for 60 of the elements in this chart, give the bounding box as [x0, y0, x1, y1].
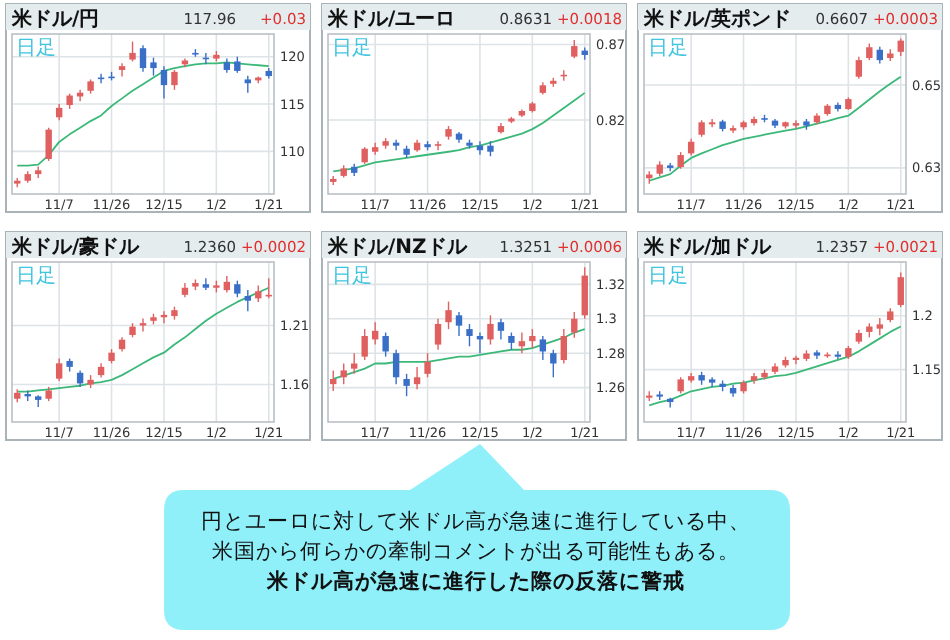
- chart-title: 米ドル/豪ドル: [10, 235, 142, 259]
- candlestick: [330, 369, 337, 392]
- line-series: [648, 325, 902, 407]
- candlestick: [424, 352, 431, 378]
- candlestick: [244, 74, 251, 94]
- candlestick: [708, 118, 716, 128]
- candlestick: [571, 311, 578, 339]
- candlestick: [392, 138, 400, 151]
- annotation: 日足: [16, 38, 56, 60]
- annotation: 日足: [648, 38, 688, 60]
- candlestick: [539, 335, 547, 361]
- candlestick: [445, 300, 452, 330]
- candlestick: [413, 366, 421, 391]
- candlestick: [876, 317, 883, 336]
- candlestick: [518, 331, 526, 354]
- annotation: 日足: [332, 266, 372, 288]
- candlestick: [487, 314, 494, 346]
- candlestick: [434, 318, 442, 351]
- candlestick: [118, 62, 126, 78]
- candlestick: [455, 311, 463, 337]
- candlestick: [466, 323, 473, 347]
- candlestick: [403, 373, 410, 397]
- candlestick: [171, 69, 178, 91]
- annotation: 日足: [332, 38, 372, 60]
- text: 円とユーロに対して米ドル高が急速に進行している中、: [201, 508, 751, 534]
- line-series: [648, 75, 902, 182]
- candlestick: [571, 39, 578, 59]
- candlestick: [792, 119, 800, 130]
- candlestick: [160, 65, 168, 100]
- line-series: [332, 91, 586, 173]
- candlestick: [497, 318, 505, 341]
- chart-title: 米ドル/英ポンド: [642, 7, 792, 31]
- candlestick: [139, 44, 147, 73]
- candlestick: [361, 328, 368, 361]
- candlestick: [434, 140, 442, 151]
- candlestick: [55, 357, 63, 382]
- candlestick: [560, 328, 567, 365]
- candlestick: [897, 271, 904, 308]
- annotation: 日足: [16, 266, 56, 288]
- candlestick: [129, 40, 136, 63]
- candlestick: [340, 362, 347, 385]
- candlestick: [45, 127, 52, 162]
- candlestick: [244, 289, 251, 313]
- line-series: [16, 286, 270, 393]
- candlestick: [855, 56, 863, 80]
- chart-title: 米ドル/NZドル: [326, 235, 469, 259]
- chart-title: 米ドル/円: [10, 7, 100, 31]
- annotation: 日足: [648, 266, 688, 288]
- candlestick: [202, 277, 210, 291]
- candlestick: [529, 328, 536, 349]
- chart-title: 米ドル/ユーロ: [326, 7, 456, 31]
- line-series: [16, 61, 270, 167]
- text: 米国から何らかの牽制コメントが出る可能性もある。: [212, 538, 740, 564]
- chart-title: 米ドル/加ドル: [642, 235, 774, 259]
- candlestick: [392, 349, 400, 385]
- candlestick: [351, 352, 358, 375]
- candlestick: [139, 317, 147, 333]
- candlestick: [550, 349, 557, 378]
- candlestick: [382, 331, 389, 358]
- text: 米ドル高が急速に進行した際の反落に警戒: [265, 568, 685, 594]
